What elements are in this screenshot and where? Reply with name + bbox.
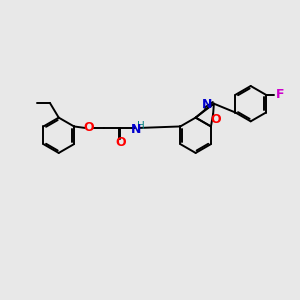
Text: F: F — [276, 88, 285, 101]
Text: O: O — [210, 112, 221, 126]
Text: N: N — [202, 98, 212, 111]
Text: O: O — [115, 136, 126, 148]
Text: O: O — [83, 122, 94, 134]
Text: N: N — [131, 123, 142, 136]
Text: H: H — [137, 121, 145, 130]
